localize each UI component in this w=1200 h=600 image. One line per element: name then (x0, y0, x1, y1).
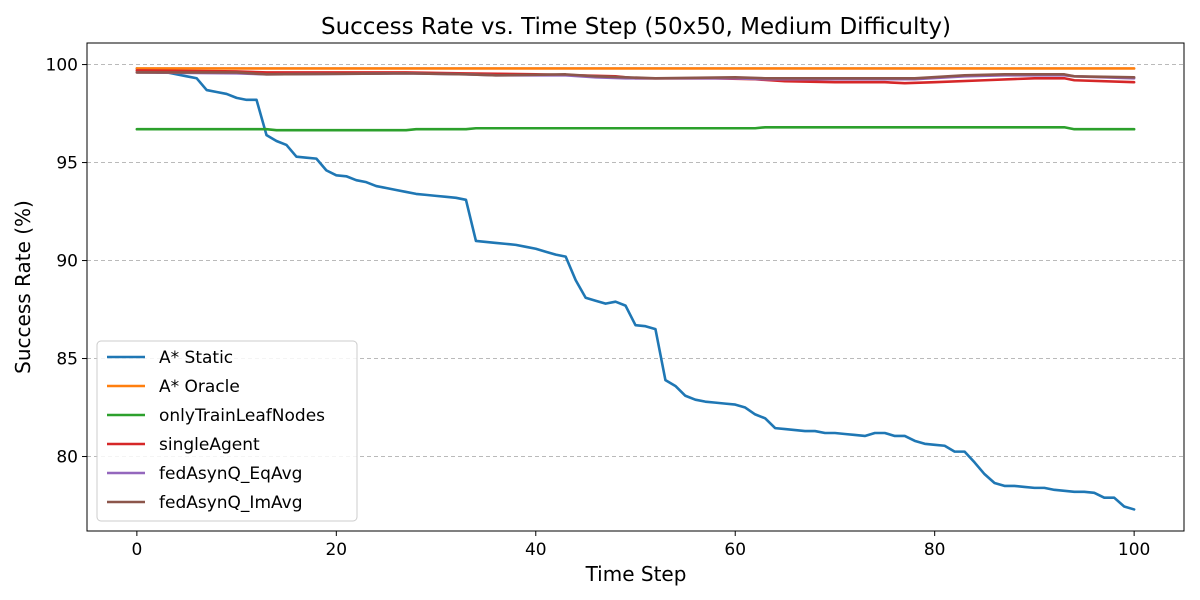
series-line-onlytrainleafnodes (135, 125, 1136, 132)
y-tick-label-100: 100 (46, 56, 78, 76)
legend: A* Static A* Oracle onlyTrainLeafNodes sing… (96, 340, 358, 522)
y-tick-label-95: 95 (56, 154, 78, 174)
chart-title: Success Rate vs. Time Step (50x50, Mediu… (321, 14, 951, 40)
y-axis-ticks: 80 85 90 95 100 (46, 56, 87, 468)
legend-label-fedasynq-imavg: fedAsynQ_ImAvg (159, 493, 303, 513)
x-tick-label-80: 80 (924, 540, 946, 560)
x-tick-label-20: 20 (325, 540, 347, 560)
x-axis-ticks: 0 20 40 60 80 100 (131, 531, 1150, 560)
y-tick-label-80: 80 (56, 448, 78, 468)
legend-label-singleagent: singleAgent (159, 435, 260, 455)
plot-frame (86, 42, 1185, 532)
legend-label-a-static: A* Static (159, 348, 233, 368)
y-axis-label: Success Rate (%) (11, 200, 35, 374)
legend-items: A* Static A* Oracle onlyTrainLeafNodes sing… (107, 348, 325, 513)
series-line-a-static (135, 67, 1136, 511)
y-tick-label-90: 90 (56, 252, 78, 272)
legend-box (96, 340, 358, 522)
legend-label-onlytrainleafnodes: onlyTrainLeafNodes (159, 406, 325, 426)
series-lines (135, 67, 1136, 511)
x-tick-label-0: 0 (131, 540, 142, 560)
legend-label-a-oracle: A* Oracle (159, 377, 240, 397)
x-tick-label-60: 60 (724, 540, 746, 560)
x-axis-label: Time Step (585, 562, 687, 586)
y-tick-label-85: 85 (56, 350, 78, 370)
series-line-fedasynq-imavg (135, 71, 1136, 80)
x-tick-label-100: 100 (1118, 540, 1150, 560)
x-tick-label-40: 40 (525, 540, 547, 560)
legend-label-fedasynq-eqavg: fedAsynQ_EqAvg (159, 464, 302, 484)
